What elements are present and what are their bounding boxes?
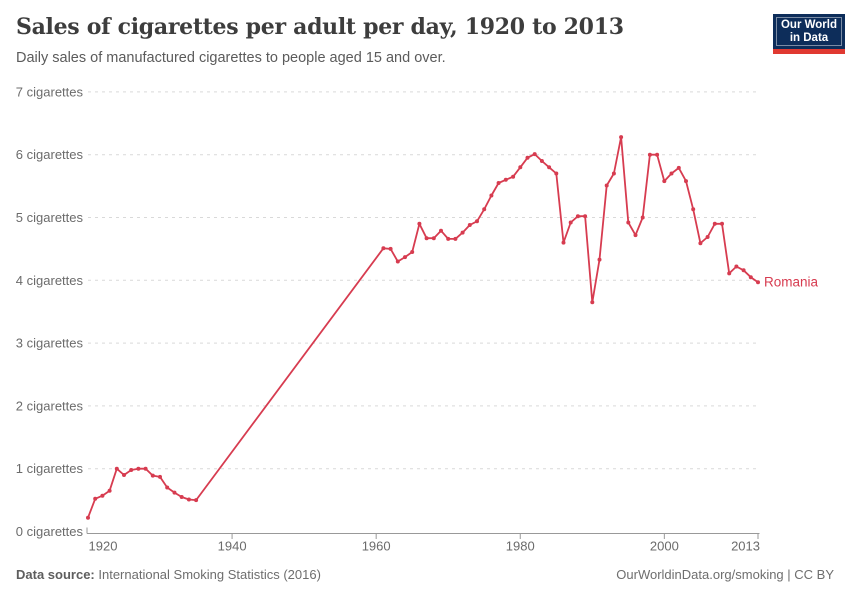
data-point[interactable] (611, 171, 616, 176)
data-point[interactable] (482, 207, 487, 212)
owid-logo: Our World in Data (773, 14, 845, 54)
data-point[interactable] (691, 207, 696, 212)
data-point[interactable] (741, 268, 746, 273)
data-point[interactable] (165, 485, 170, 490)
data-point[interactable] (532, 152, 537, 157)
data-point[interactable] (633, 233, 638, 238)
data-point[interactable] (410, 250, 415, 254)
chart-footer: Data source: International Smoking Stati… (16, 567, 834, 582)
data-point[interactable] (720, 221, 724, 226)
y-tick-label: 3 cigarettes (16, 336, 84, 351)
data-point[interactable] (575, 214, 580, 219)
x-tick-label: 1960 (362, 539, 391, 554)
data-point[interactable] (684, 179, 688, 184)
y-tick-label: 0 cigarettes (16, 524, 84, 539)
data-point[interactable] (496, 181, 501, 185)
owid-logo-red-bar (773, 49, 845, 54)
data-point[interactable] (395, 259, 400, 264)
data-source-label: Data source: (16, 567, 95, 582)
page-title: Sales of cigarettes per adult per day, 1… (16, 14, 624, 40)
data-point[interactable] (568, 220, 573, 225)
data-point[interactable] (489, 193, 494, 198)
data-point[interactable] (518, 165, 523, 170)
data-point[interactable] (662, 179, 667, 184)
data-point[interactable] (554, 171, 559, 176)
data-point[interactable] (590, 300, 595, 305)
credit-link[interactable]: OurWorldinData.org/smoking | CC BY (616, 567, 834, 582)
data-point[interactable] (511, 174, 516, 179)
data-point[interactable] (547, 165, 552, 170)
data-point[interactable] (179, 495, 184, 499)
data-point[interactable] (583, 214, 588, 219)
data-point[interactable] (676, 165, 681, 170)
data-point[interactable] (93, 496, 98, 501)
data-point[interactable] (122, 473, 126, 477)
data-point[interactable] (597, 257, 602, 262)
data-point[interactable] (194, 498, 199, 503)
x-tick-label: 2000 (650, 539, 679, 554)
y-tick-label: 1 cigarettes (16, 461, 84, 476)
data-point[interactable] (136, 466, 141, 471)
data-point[interactable] (150, 473, 155, 478)
y-tick-label: 2 cigarettes (16, 398, 84, 413)
data-point[interactable] (388, 246, 393, 251)
data-point[interactable] (604, 183, 609, 188)
data-point[interactable] (424, 236, 429, 241)
data-point[interactable] (727, 271, 732, 276)
data-point[interactable] (525, 155, 530, 160)
data-point[interactable] (467, 223, 472, 227)
data-point[interactable] (439, 228, 443, 233)
x-tick-label: 1920 (89, 539, 118, 554)
data-point[interactable] (158, 474, 162, 479)
data-point[interactable] (403, 255, 407, 260)
y-tick-label: 6 cigarettes (16, 147, 84, 162)
data-line[interactable] (87, 136, 759, 519)
data-point[interactable] (460, 230, 465, 235)
data-point[interactable] (107, 488, 112, 493)
data-point[interactable] (86, 515, 90, 520)
data-point[interactable] (143, 466, 148, 471)
data-point[interactable] (381, 246, 386, 251)
data-point[interactable] (446, 236, 451, 241)
data-point[interactable] (503, 177, 508, 182)
data-point[interactable] (640, 215, 645, 220)
y-tick-label: 4 cigarettes (16, 273, 84, 288)
chart-subtitle: Daily sales of manufactured cigarettes t… (16, 50, 446, 66)
data-point[interactable] (172, 490, 177, 495)
data-point[interactable] (756, 280, 760, 285)
y-tick-label: 5 cigarettes (16, 210, 84, 225)
data-point[interactable] (431, 236, 436, 241)
data-point[interactable] (647, 152, 652, 157)
x-tick-label: 2013 (731, 539, 760, 554)
x-tick-label: 1980 (506, 539, 535, 554)
data-point[interactable] (748, 275, 753, 280)
data-point[interactable] (734, 264, 739, 269)
y-tick-label: 7 cigarettes (16, 84, 84, 99)
data-point[interactable] (186, 497, 191, 502)
data-point[interactable] (626, 220, 631, 225)
owid-logo-line2: in Data (789, 31, 829, 44)
data-source-value: International Smoking Statistics (2016) (94, 567, 321, 582)
x-tick-label: 1940 (218, 539, 247, 554)
data-point[interactable] (561, 240, 566, 245)
data-point[interactable] (669, 171, 674, 176)
data-point[interactable] (712, 221, 717, 226)
data-point[interactable] (417, 221, 422, 226)
entity-label[interactable]: Romania (764, 275, 819, 290)
data-point[interactable] (114, 466, 119, 471)
data-point[interactable] (475, 219, 479, 224)
data-source-note: Data source: International Smoking Stati… (16, 567, 321, 582)
data-point[interactable] (619, 135, 624, 140)
data-point[interactable] (100, 493, 105, 498)
data-point[interactable] (539, 159, 544, 163)
owid-logo-text: Our World in Data (776, 17, 842, 46)
data-point[interactable] (705, 235, 710, 239)
data-point[interactable] (655, 152, 660, 157)
owid-logo-line1: Our World (780, 18, 837, 31)
data-point[interactable] (129, 468, 134, 472)
data-point[interactable] (698, 241, 703, 246)
data-point[interactable] (453, 236, 458, 241)
